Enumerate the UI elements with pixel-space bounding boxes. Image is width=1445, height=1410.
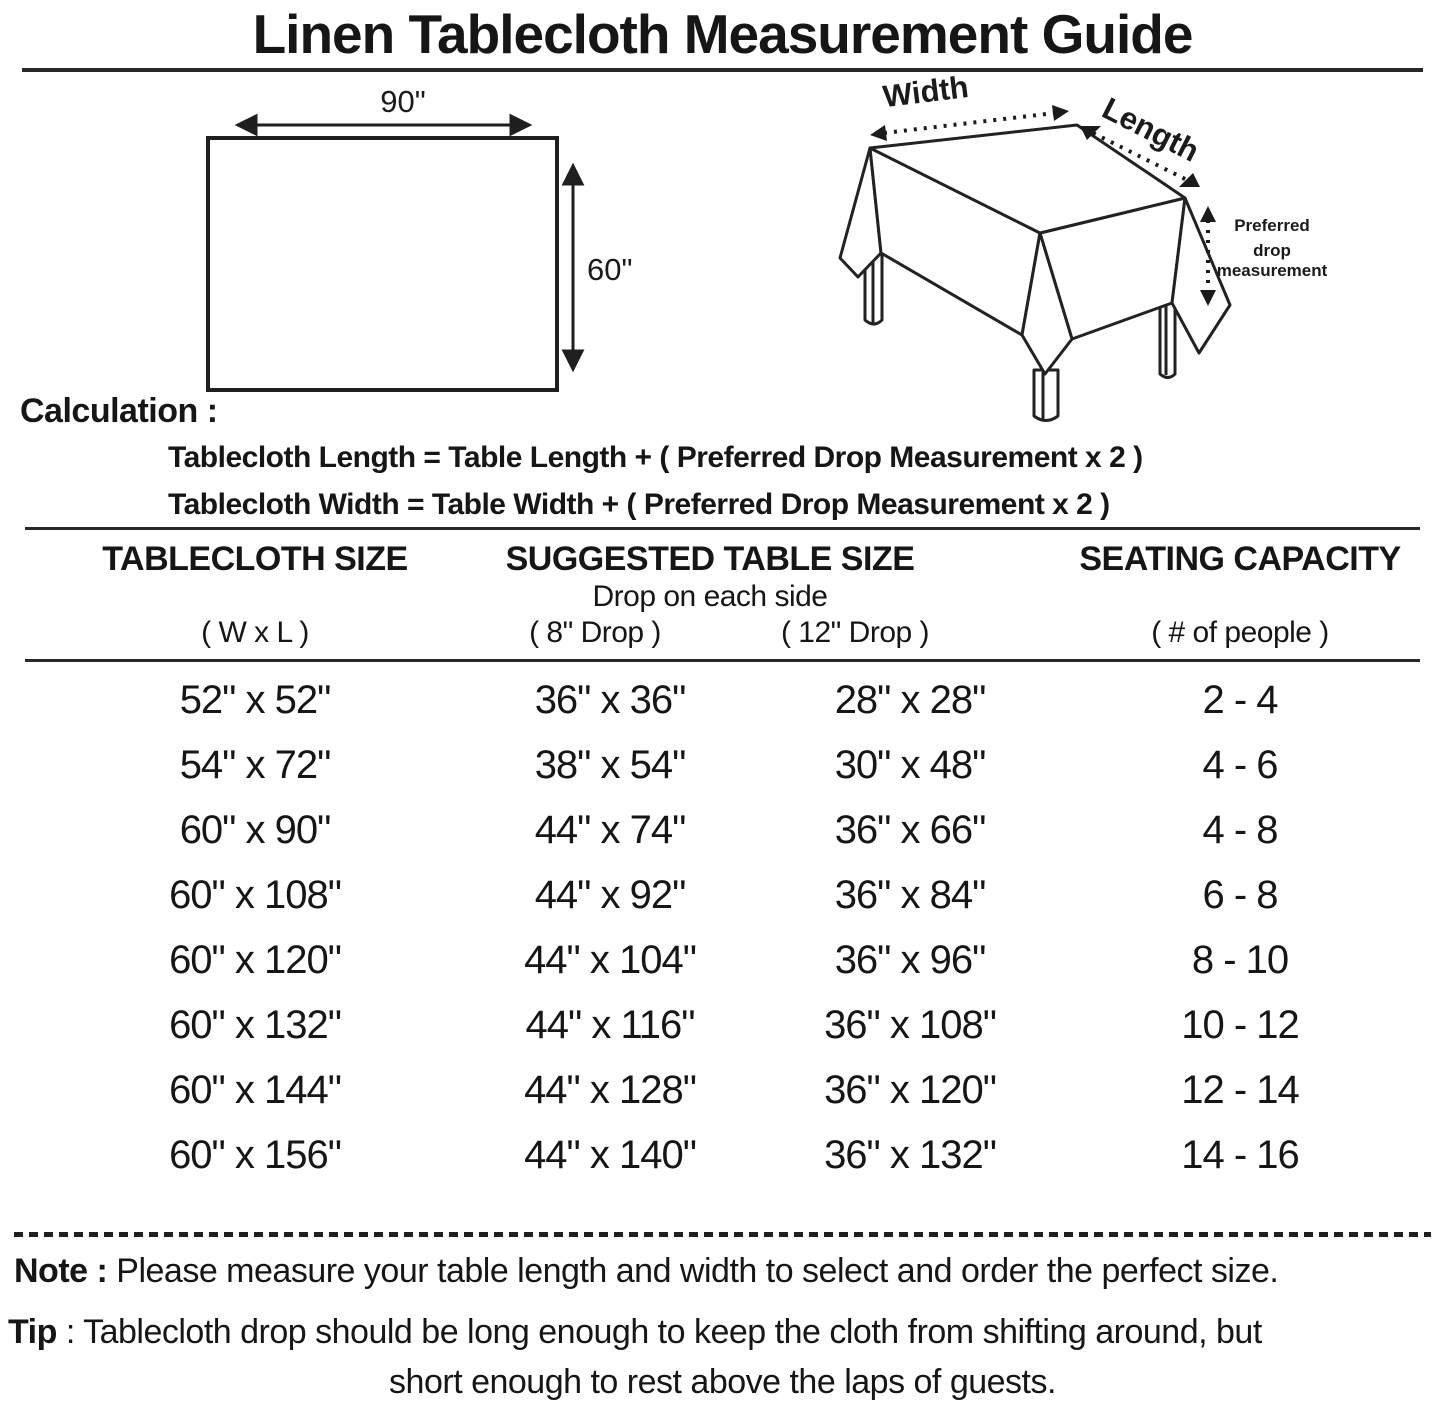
cell-drop12-size: 30" x 48" — [834, 743, 987, 787]
cell-tablecloth-size: 60" x 156" — [169, 1133, 342, 1177]
formula-width: Tablecloth Width = Table Width + ( Prefe… — [168, 488, 1110, 521]
tablecloth-drape — [838, 123, 1232, 376]
cell-tablecloth-size: 60" x 108" — [169, 873, 342, 917]
cell-tablecloth-size: 60" x 132" — [169, 1003, 342, 1047]
table-row: 60" x 90" 44" x 74" 36" x 66" 4 - 8 — [0, 798, 1445, 863]
rect-width-dimension-label: 90" — [380, 84, 426, 119]
rectangle-diagram-svg: 90" 60" — [206, 84, 633, 392]
tip-text-line1: : Tablecloth drop should be long enough … — [56, 1313, 1262, 1351]
header-suggested-table-size: SUGGESTED TABLE SIZE — [505, 540, 915, 578]
cell-drop8-size: 44" x 92" — [534, 873, 687, 917]
cell-tablecloth-size: 54" x 72" — [179, 743, 332, 787]
cell-seats: 12 - 14 — [1181, 1068, 1300, 1112]
table-row: 54" x 72" 38" x 54" 30" x 48" 4 - 6 — [0, 733, 1445, 798]
note-line: Note : Please measure your table length … — [14, 1252, 1438, 1291]
table-illustration-svg: Width Length Preferred drop measurement — [838, 69, 1328, 422]
table-top-rule — [25, 527, 1420, 530]
calculation-heading: Calculation : — [20, 392, 218, 430]
cell-drop8-size: 36" x 36" — [534, 678, 687, 722]
tip-label: Tip — [8, 1313, 57, 1351]
flat-rectangle-diagram: 90" 60" — [180, 80, 650, 410]
horizontal-measure-arrow — [234, 113, 533, 137]
cell-tablecloth-size: 52" x 52" — [179, 678, 332, 722]
table-row: 60" x 120" 44" x 104" 36" x 96" 8 - 10 — [0, 928, 1445, 993]
cell-drop12-size: 28" x 28" — [834, 678, 987, 722]
title-underline — [22, 68, 1423, 72]
table-row: 60" x 108" 44" x 92" 36" x 84" 6 - 8 — [0, 863, 1445, 928]
cell-seats: 14 - 16 — [1181, 1133, 1300, 1177]
table-row: 60" x 144" 44" x 128" 36" x 120" 12 - 14 — [0, 1058, 1445, 1123]
width-label: Width — [881, 69, 970, 114]
cell-drop12-size: 36" x 96" — [834, 938, 987, 982]
subheader-8-drop: ( 8" Drop ) — [529, 616, 661, 649]
formula-length: Tablecloth Length = Table Length + ( Pre… — [168, 441, 1143, 474]
cell-drop8-size: 44" x 74" — [534, 808, 687, 852]
cell-seats: 4 - 6 — [1202, 743, 1278, 787]
cell-tablecloth-size: 60" x 120" — [169, 938, 342, 982]
cell-drop12-size: 36" x 132" — [824, 1133, 997, 1177]
cell-drop8-size: 38" x 54" — [534, 743, 687, 787]
table-illustration: Width Length Preferred drop measurement — [810, 62, 1445, 434]
cell-seats: 6 - 8 — [1202, 873, 1278, 917]
cell-drop8-size: 44" x 140" — [524, 1133, 697, 1177]
cell-seats: 4 - 8 — [1202, 808, 1278, 852]
cell-seats: 8 - 10 — [1191, 938, 1289, 982]
cell-tablecloth-size: 60" x 144" — [169, 1068, 342, 1112]
cell-drop12-size: 36" x 84" — [834, 873, 987, 917]
table-row: 52" x 52" 36" x 36" 28" x 28" 2 - 4 — [0, 668, 1445, 733]
tip-line-2: short enough to rest above the laps of g… — [389, 1363, 1056, 1401]
drop-label: Preferred drop measurement — [1217, 216, 1328, 280]
table-row: 60" x 156" 44" x 140" 36" x 132" 14 - 16 — [0, 1123, 1445, 1188]
dashed-divider — [14, 1232, 1431, 1237]
cell-tablecloth-size: 60" x 90" — [179, 808, 332, 852]
table-header-rule — [25, 659, 1420, 662]
subheader-people: ( # of people ) — [1151, 616, 1329, 649]
width-measure-arrow — [870, 105, 1069, 141]
drop-measure-arrow — [1200, 206, 1216, 306]
length-measure-arrow — [1080, 126, 1200, 187]
subheader-wxl: ( W x L ) — [201, 616, 309, 649]
cell-seats: 10 - 12 — [1181, 1003, 1300, 1047]
cell-drop8-size: 44" x 104" — [524, 938, 697, 982]
table-row: 60" x 132" 44" x 116" 36" x 108" 10 - 12 — [0, 993, 1445, 1058]
cell-drop12-size: 36" x 120" — [824, 1068, 997, 1112]
page-title: Linen Tablecloth Measurement Guide — [252, 3, 1194, 65]
subheader-12-drop: ( 12" Drop ) — [780, 616, 930, 649]
note-label: Note : — [14, 1252, 108, 1290]
header-tablecloth-size: TABLECLOTH SIZE — [102, 540, 408, 578]
tablecloth-rectangle — [206, 136, 559, 392]
header-drop-note: Drop on each side — [592, 580, 829, 613]
cell-seats: 2 - 4 — [1202, 678, 1278, 722]
note-text: Please measure your table length and wid… — [107, 1252, 1279, 1290]
header-seating-capacity: SEATING CAPACITY — [1079, 540, 1401, 578]
tip-line-1: Tip : Tablecloth drop should be long eno… — [8, 1313, 1440, 1352]
vertical-measure-arrow — [561, 162, 585, 373]
rect-height-dimension-label: 60" — [587, 252, 633, 287]
cell-drop12-size: 36" x 108" — [824, 1003, 997, 1047]
drop-label-line2: drop — [1253, 241, 1291, 260]
cell-drop8-size: 44" x 128" — [524, 1068, 697, 1112]
cell-drop12-size: 36" x 66" — [834, 808, 987, 852]
drop-label-line1: Preferred — [1234, 216, 1310, 235]
cell-drop8-size: 44" x 116" — [525, 1003, 696, 1047]
table-legs — [863, 246, 1177, 422]
drop-label-line3: measurement — [1217, 261, 1328, 280]
